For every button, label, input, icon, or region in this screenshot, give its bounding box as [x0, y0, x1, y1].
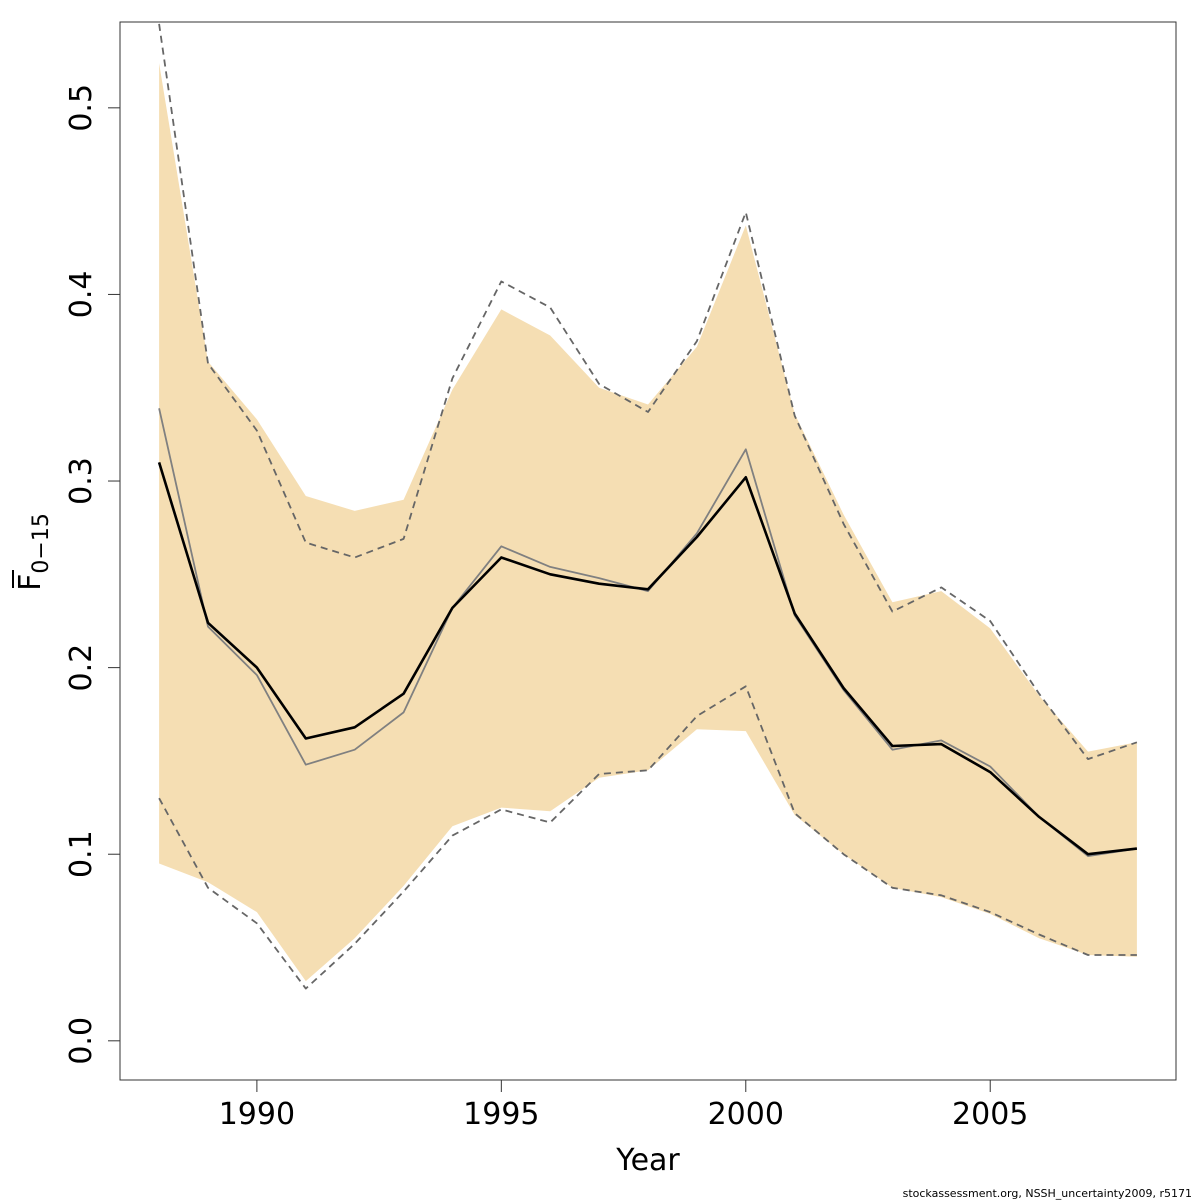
x-axis-label: Year — [615, 1143, 680, 1178]
y-axis-label-subscript: 0−15 — [29, 513, 54, 573]
y-tick-label: 0.0 — [64, 1017, 99, 1065]
series-lines — [157, 23, 1138, 990]
y-tick-label: 0.1 — [64, 830, 99, 878]
y-tick-label: 0.5 — [64, 84, 99, 132]
alternate-estimate-line — [158, 408, 1138, 857]
y-axis: 0.0 0.1 0.2 0.3 0.4 0.5 — [64, 84, 120, 1065]
plot-frame — [119, 21, 1177, 1081]
y-axis-label-base: F — [13, 574, 48, 591]
y-tick-label: 0.2 — [64, 644, 99, 692]
x-tick-label: 2005 — [952, 1097, 1028, 1132]
x-axis: 1990 1995 2000 2005 — [219, 1080, 1028, 1132]
estimate-line — [157, 462, 1138, 856]
x-tick-label: 1995 — [463, 1097, 539, 1132]
svg-text:F0−15: F0−15 — [13, 513, 54, 591]
y-tick-label: 0.4 — [64, 271, 99, 319]
confidence-band — [159, 63, 1137, 982]
caption: stockassessment.org, NSSH_uncertainty200… — [903, 1187, 1192, 1200]
upper-bound-line — [158, 23, 1138, 760]
y-axis-label: F0−15 — [12, 513, 54, 591]
x-tick-label: 1990 — [219, 1097, 295, 1132]
band-area — [159, 63, 1137, 982]
x-tick-label: 2000 — [708, 1097, 784, 1132]
y-tick-label: 0.3 — [64, 457, 99, 505]
lower-bound-line — [158, 685, 1137, 990]
